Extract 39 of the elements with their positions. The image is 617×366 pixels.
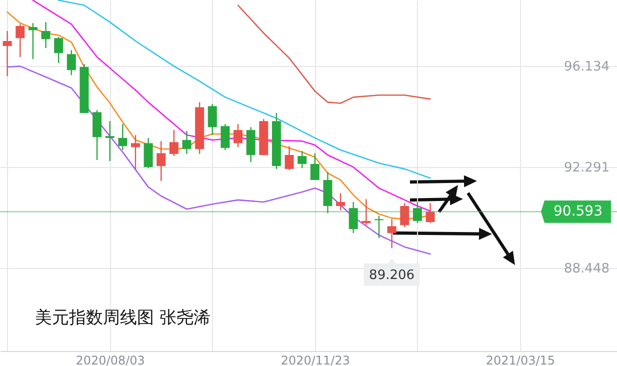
candlestick — [426, 202, 435, 224]
candlestick — [208, 103, 217, 136]
candlestick — [66, 50, 76, 76]
candlestick — [298, 150, 307, 169]
candlestick — [2, 30, 12, 77]
candlestick — [54, 36, 64, 64]
y-tick-label: 88.448 — [564, 262, 610, 277]
x-tick-label: 2020/08/03 — [76, 354, 145, 366]
candlestick — [118, 123, 128, 151]
candlestick — [182, 130, 192, 155]
candlestick — [362, 198, 371, 226]
y-tick-label: 96.134 — [564, 60, 610, 75]
candlestick — [310, 152, 320, 181]
y-tick-label: 92.291 — [564, 160, 610, 176]
candlestick — [105, 120, 114, 162]
candlestick — [28, 22, 38, 60]
x-tick-label: 2021/03/15 — [486, 354, 556, 366]
candlestick — [387, 218, 396, 249]
annotation: 89.206 — [369, 268, 415, 284]
candlestick — [400, 202, 410, 228]
candlestick — [144, 137, 153, 169]
candlestick — [234, 123, 243, 148]
ref-line-label: 90.593 — [554, 204, 602, 220]
candlestick — [348, 201, 358, 234]
candlestick — [336, 192, 346, 211]
candlestick — [130, 134, 140, 171]
text: 美元指数周线图 张尧浠 — [35, 308, 210, 328]
candlestick — [412, 201, 422, 224]
x-tick-label: 2020/11/23 — [280, 354, 350, 366]
candlestick — [16, 24, 25, 58]
candlestick — [156, 140, 166, 182]
line-series — [58, 0, 431, 179]
line-series — [6, 66, 431, 255]
candlestick — [284, 145, 294, 171]
line-series — [237, 4, 431, 104]
candlestick — [374, 215, 384, 239]
candlestick — [169, 129, 178, 157]
candlestick — [220, 123, 230, 151]
candlestick — [41, 21, 50, 49]
